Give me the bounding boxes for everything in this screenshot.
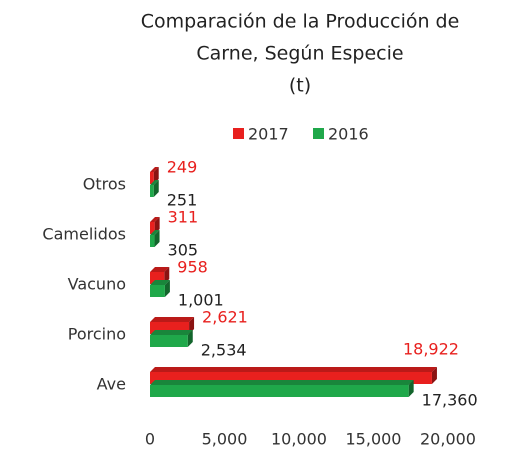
bar-side xyxy=(187,330,193,347)
bar-top xyxy=(150,167,159,172)
bar-side xyxy=(153,167,159,184)
data-label: 1,001 xyxy=(178,291,224,310)
bar-side xyxy=(164,280,170,297)
bar-side xyxy=(408,380,414,397)
data-label: 311 xyxy=(168,208,199,227)
bar xyxy=(150,285,165,297)
y-tick-label: Porcino xyxy=(68,325,126,344)
data-label: 249 xyxy=(167,158,198,177)
bar-top xyxy=(150,267,170,272)
bar-top xyxy=(150,380,414,385)
bar-top xyxy=(150,217,160,222)
y-tick-label: Otros xyxy=(83,175,126,194)
bar xyxy=(150,235,155,247)
bar-side xyxy=(431,367,437,384)
bar-top xyxy=(150,230,160,235)
legend-label: 2016 xyxy=(328,125,369,144)
legend-label: 2017 xyxy=(248,125,289,144)
x-tick-label: 5,000 xyxy=(202,430,248,449)
bar-top xyxy=(150,330,193,335)
bar xyxy=(150,222,155,234)
x-tick-label: 10,000 xyxy=(271,430,327,449)
data-label: 251 xyxy=(167,191,198,210)
data-label: 958 xyxy=(177,258,208,277)
chart-title: Carne, Según Especie xyxy=(196,43,403,65)
bar-top xyxy=(150,280,170,285)
bar-top xyxy=(150,180,159,185)
bar-top xyxy=(150,317,195,322)
bar xyxy=(150,335,188,347)
data-label: 2,621 xyxy=(202,308,248,327)
bar-top xyxy=(150,367,437,372)
data-label: 2,534 xyxy=(201,341,247,360)
y-tick-label: Ave xyxy=(97,375,126,394)
bar xyxy=(150,385,409,397)
bar-side xyxy=(189,317,195,334)
data-label: 17,360 xyxy=(422,391,478,410)
data-label: 305 xyxy=(168,241,199,260)
bar-side xyxy=(164,267,170,284)
x-tick-label: 15,000 xyxy=(346,430,402,449)
chart-title: (t) xyxy=(289,75,311,97)
bar xyxy=(150,185,154,197)
x-tick-label: 20,000 xyxy=(420,430,476,449)
y-tick-label: Camelidos xyxy=(42,225,126,244)
chart-title: Comparación de la Producción de xyxy=(141,11,460,33)
bar-side xyxy=(154,217,160,234)
bar xyxy=(150,172,154,184)
bar-side xyxy=(153,180,159,197)
legend-swatch xyxy=(233,128,244,139)
data-label: 18,922 xyxy=(403,340,459,359)
legend-swatch xyxy=(313,128,324,139)
x-tick-label: 0 xyxy=(145,430,155,449)
y-tick-label: Vacuno xyxy=(68,275,126,294)
bar-side xyxy=(154,230,160,247)
